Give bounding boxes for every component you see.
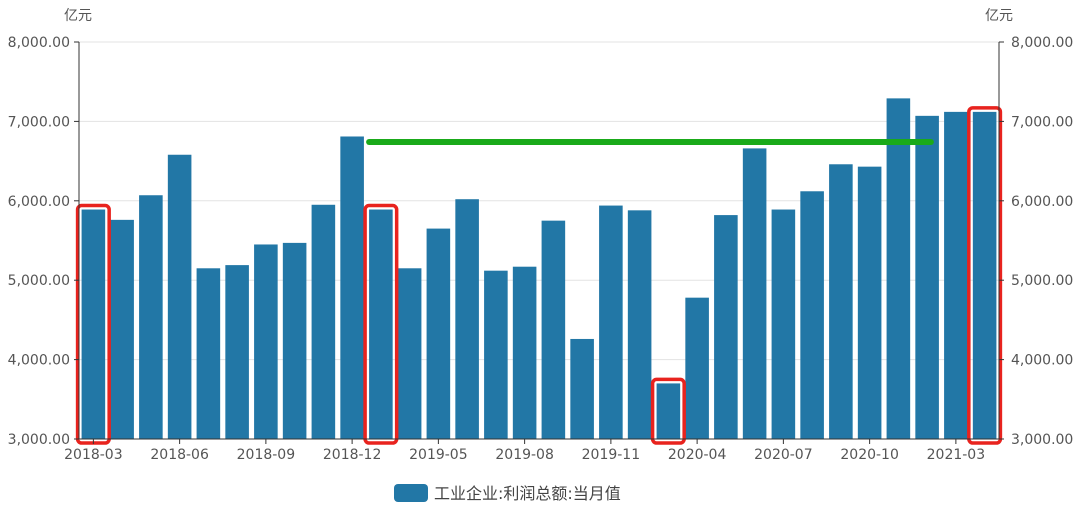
- bar[interactable]: [714, 215, 738, 439]
- x-tick-label: 2020-10: [840, 447, 899, 463]
- bar[interactable]: [541, 220, 566, 439]
- x-tick-label: 2021-03: [927, 447, 986, 463]
- highlight-box: [363, 203, 399, 445]
- legend-swatch: [394, 484, 428, 502]
- bar[interactable]: [829, 164, 853, 439]
- bar[interactable]: [254, 244, 278, 439]
- bar[interactable]: [800, 191, 824, 439]
- bar[interactable]: [599, 205, 623, 439]
- bar[interactable]: [570, 338, 594, 439]
- highlight-box: [650, 377, 686, 445]
- bar[interactable]: [311, 204, 336, 439]
- x-tick-label: 2020-04: [668, 447, 727, 463]
- bar[interactable]: [656, 383, 681, 439]
- y-tick-label-left: 3,000.00: [8, 432, 70, 448]
- bar[interactable]: [484, 270, 508, 439]
- bar[interactable]: [81, 209, 106, 439]
- bar[interactable]: [512, 266, 537, 439]
- y-axis-unit-right: 亿元: [985, 8, 1013, 24]
- axes: 3,000.00 3,000.00 4,000.00 4,000.00 5,000.00…: [8, 35, 1074, 463]
- bar[interactable]: [627, 210, 652, 439]
- highlight-boxes: [75, 106, 1003, 445]
- x-tick-label: 2018-03: [64, 447, 123, 463]
- bar[interactable]: [196, 268, 221, 439]
- bar[interactable]: [455, 199, 479, 439]
- y-tick-label-right: 4,000.00: [1011, 353, 1073, 369]
- y-tick-label-right: 3,000.00: [1011, 432, 1073, 448]
- y-tick-label-right: 7,000.00: [1011, 114, 1073, 130]
- x-tick-label: 2019-11: [582, 447, 641, 463]
- bar[interactable]: [972, 111, 997, 439]
- bar[interactable]: [369, 209, 393, 439]
- bar[interactable]: [426, 228, 451, 439]
- highlight-box: [967, 106, 1003, 445]
- x-tick-label: 2019-08: [495, 447, 554, 463]
- y-tick-label-right: 6,000.00: [1011, 194, 1073, 210]
- legend[interactable]: 工业企业:利润总额:当月值: [394, 484, 621, 503]
- bar[interactable]: [915, 115, 939, 439]
- y-axis-unit-left: 亿元: [64, 8, 92, 24]
- bar[interactable]: [685, 297, 709, 439]
- bar[interactable]: [139, 195, 163, 439]
- x-tick-label: 2018-09: [237, 447, 296, 463]
- bars: [81, 98, 997, 440]
- y-tick-label-left: 6,000.00: [8, 194, 70, 210]
- bar[interactable]: [110, 219, 134, 439]
- y-tick-label-left: 8,000.00: [8, 35, 70, 51]
- bar[interactable]: [857, 166, 882, 439]
- bar[interactable]: [397, 268, 422, 439]
- y-tick-label-left: 5,000.00: [8, 273, 70, 289]
- bar[interactable]: [282, 242, 307, 439]
- x-tick-label: 2018-06: [150, 447, 209, 463]
- bar[interactable]: [340, 136, 364, 439]
- y-tick-label-right: 8,000.00: [1011, 35, 1073, 51]
- y-tick-label-left: 7,000.00: [8, 114, 70, 130]
- y-tick-label-left: 4,000.00: [8, 353, 70, 369]
- legend-label: 工业企业:利润总额:当月值: [434, 484, 621, 503]
- x-tick-label: 2018-12: [323, 447, 382, 463]
- x-tick-label: 2020-07: [754, 447, 813, 463]
- bar[interactable]: [225, 265, 249, 439]
- y-tick-label-right: 5,000.00: [1011, 273, 1073, 289]
- bar[interactable]: [944, 111, 968, 439]
- bar[interactable]: [167, 154, 192, 440]
- bar[interactable]: [771, 209, 796, 439]
- x-tick-label: 2019-05: [409, 447, 468, 463]
- bar[interactable]: [742, 148, 767, 439]
- bar[interactable]: [886, 98, 911, 440]
